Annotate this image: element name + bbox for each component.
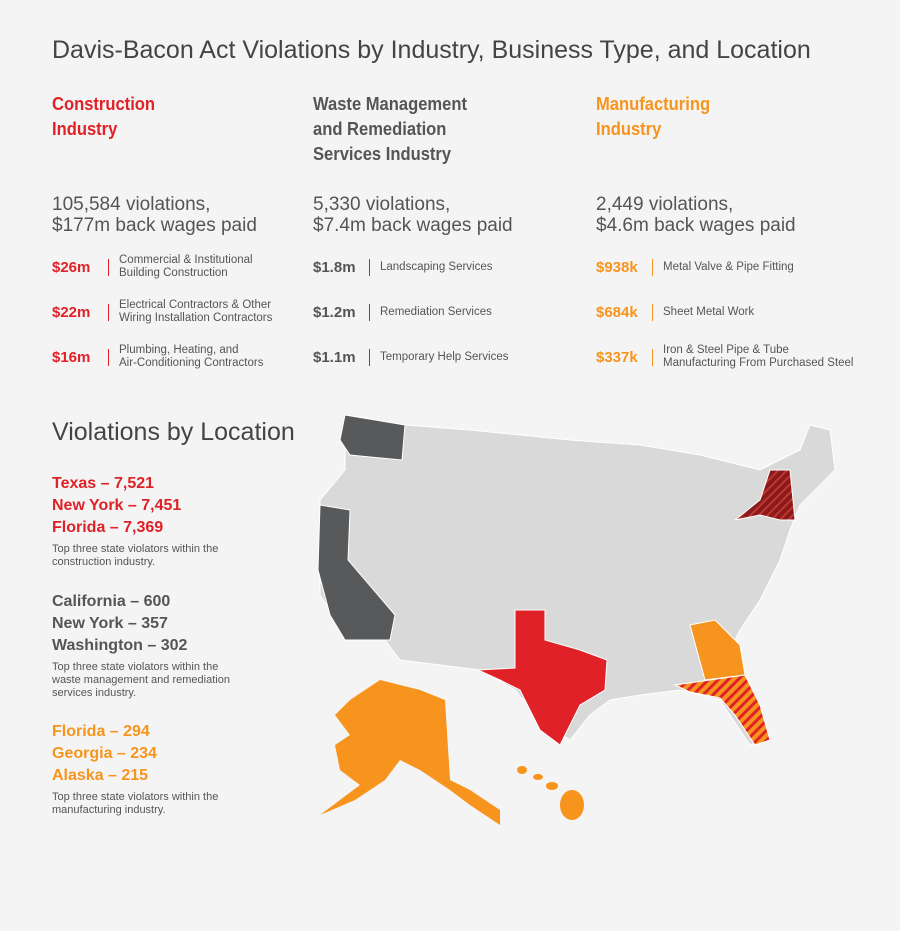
group-note: Top three state violators within the cons… xyxy=(52,543,312,569)
item: $26m Commercial & Institutional Building C… xyxy=(52,252,253,282)
label-line: Remediation Services xyxy=(380,305,492,318)
summary-line: 5,330 violations, xyxy=(313,194,451,215)
state-entry: New York – 357 xyxy=(52,615,168,632)
washington xyxy=(339,414,406,461)
state-entry: New York – 7,451 xyxy=(52,497,182,514)
note-line: waste management and remediation xyxy=(52,674,230,686)
industry-column: Manufacturing Industry 2,449 violations, $4… xyxy=(596,92,866,369)
item: $1.8m Landscaping Services xyxy=(313,252,493,282)
item-label: Sheet Metal Work xyxy=(663,306,754,319)
item-label: Temporary Help Services xyxy=(380,351,508,364)
item-amount: $684k xyxy=(596,303,653,321)
item-amount: $26m xyxy=(52,258,109,276)
state-entry: Florida – 7,369 xyxy=(52,519,164,536)
florida xyxy=(673,674,771,746)
title: Davis-Bacon Act Violations by Industry, … xyxy=(52,36,811,64)
label-line: Iron & Steel Pipe & Tube xyxy=(663,344,789,356)
note-line: services industry. xyxy=(52,687,137,699)
label-line: Sheet Metal Work xyxy=(663,305,755,318)
item: $938k Metal Valve & Pipe Fitting xyxy=(596,252,794,282)
note-line: Top three state violators within the xyxy=(52,661,219,673)
alaska xyxy=(320,680,500,825)
california xyxy=(317,504,396,641)
item-label: Remediation Services xyxy=(380,306,492,319)
item: $684k Sheet Metal Work xyxy=(596,297,754,327)
heading-line: Services Industry xyxy=(313,144,452,164)
location-group: California – 600 New York – 357 Washington… xyxy=(52,591,312,700)
item: $337k Iron & Steel Pipe & Tube Manufacturi… xyxy=(596,342,853,372)
state-entry: Texas – 7,521 xyxy=(52,475,155,492)
item: $16m Plumbing, Heating, and Air-Conditioni… xyxy=(52,342,263,372)
state-entry: Georgia – 234 xyxy=(52,745,157,762)
location-group: Texas – 7,521 New York – 7,451 Florida – 7… xyxy=(52,473,312,569)
state-entry: Washington – 302 xyxy=(52,637,188,654)
heading-line: Manufacturing xyxy=(596,94,711,114)
hawaii xyxy=(517,766,584,820)
label-line: Temporary Help Services xyxy=(380,350,509,363)
label-line: Wiring Installation Contractors xyxy=(119,312,273,324)
note-line: construction industry. xyxy=(52,556,156,568)
industry-column: Construction Industry 105,584 violations, $… xyxy=(52,92,322,369)
label-line: Commercial & Institutional xyxy=(119,254,253,266)
label-line: Plumbing, Heating, and xyxy=(119,344,239,356)
summary-line: $7.4m back wages paid xyxy=(313,215,513,236)
label-line: Air-Conditioning Contractors xyxy=(119,357,264,369)
heading-line: Industry xyxy=(52,119,118,139)
summary-line: $4.6m back wages paid xyxy=(596,215,796,236)
label-line: Landscaping Services xyxy=(380,260,493,273)
note-line: Top three state violators within the xyxy=(52,791,219,803)
heading-line: and Remediation xyxy=(313,119,447,139)
summary: 5,330 violations, $7.4m back wages paid xyxy=(313,194,513,236)
item-amount: $938k xyxy=(596,258,653,276)
item-amount: $1.2m xyxy=(313,303,370,321)
location-group: Florida – 294 Georgia – 234 Alaska – 215 To… xyxy=(52,721,312,817)
item-label: Landscaping Services xyxy=(380,261,493,274)
industry-heading: Waste Management and Remediation Services … xyxy=(313,92,561,172)
label-line: Building Construction xyxy=(119,267,228,279)
item-amount: $1.8m xyxy=(313,258,370,276)
location-heading: Violations by Location xyxy=(52,418,295,446)
note-line: manufacturing industry. xyxy=(52,804,166,816)
item-amount: $22m xyxy=(52,303,109,321)
item-amount: $337k xyxy=(596,348,653,366)
state-entry: Alaska – 215 xyxy=(52,767,149,784)
industry-heading: Construction Industry xyxy=(52,92,300,172)
heading-line: Waste Management xyxy=(313,94,467,114)
item-label: Commercial & Institutional Building Const… xyxy=(119,254,253,280)
summary-line: 2,449 violations, xyxy=(596,194,734,215)
item-label: Metal Valve & Pipe Fitting xyxy=(663,261,794,274)
state-entry: California – 600 xyxy=(52,593,171,610)
item-label: Iron & Steel Pipe & Tube Manufacturing Fr… xyxy=(663,344,853,370)
item-amount: $16m xyxy=(52,348,109,366)
industry-heading: Manufacturing Industry xyxy=(596,92,844,172)
note-line: Top three state violators within the xyxy=(52,543,219,555)
state-entry: Florida – 294 xyxy=(52,723,150,740)
heading-line: Industry xyxy=(596,119,662,139)
heading-line: Construction xyxy=(52,94,156,114)
item: $1.1m Temporary Help Services xyxy=(313,342,508,372)
summary-line: 105,584 violations, xyxy=(52,194,211,215)
label-line: Electrical Contractors & Other xyxy=(119,299,272,311)
group-note: Top three state violators within the wast… xyxy=(52,661,312,700)
industry-column: Waste Management and Remediation Services … xyxy=(313,92,583,366)
label-line: Manufacturing From Purchased Steel xyxy=(663,357,854,369)
item-label: Electrical Contractors & Other Wiring Ins… xyxy=(119,299,272,325)
item-label: Plumbing, Heating, and Air-Conditioning C… xyxy=(119,344,263,370)
item-amount: $1.1m xyxy=(313,348,370,366)
item: $1.2m Remediation Services xyxy=(313,297,492,327)
new-york xyxy=(734,469,796,521)
summary-line: $177m back wages paid xyxy=(52,215,257,236)
summary: 105,584 violations, $177m back wages paid xyxy=(52,194,257,236)
texas xyxy=(477,609,608,746)
label-line: Metal Valve & Pipe Fitting xyxy=(663,260,794,273)
summary: 2,449 violations, $4.6m back wages paid xyxy=(596,194,796,236)
group-note: Top three state violators within the manu… xyxy=(52,791,312,817)
item: $22m Electrical Contractors & Other Wiring… xyxy=(52,297,272,327)
georgia xyxy=(689,619,746,681)
